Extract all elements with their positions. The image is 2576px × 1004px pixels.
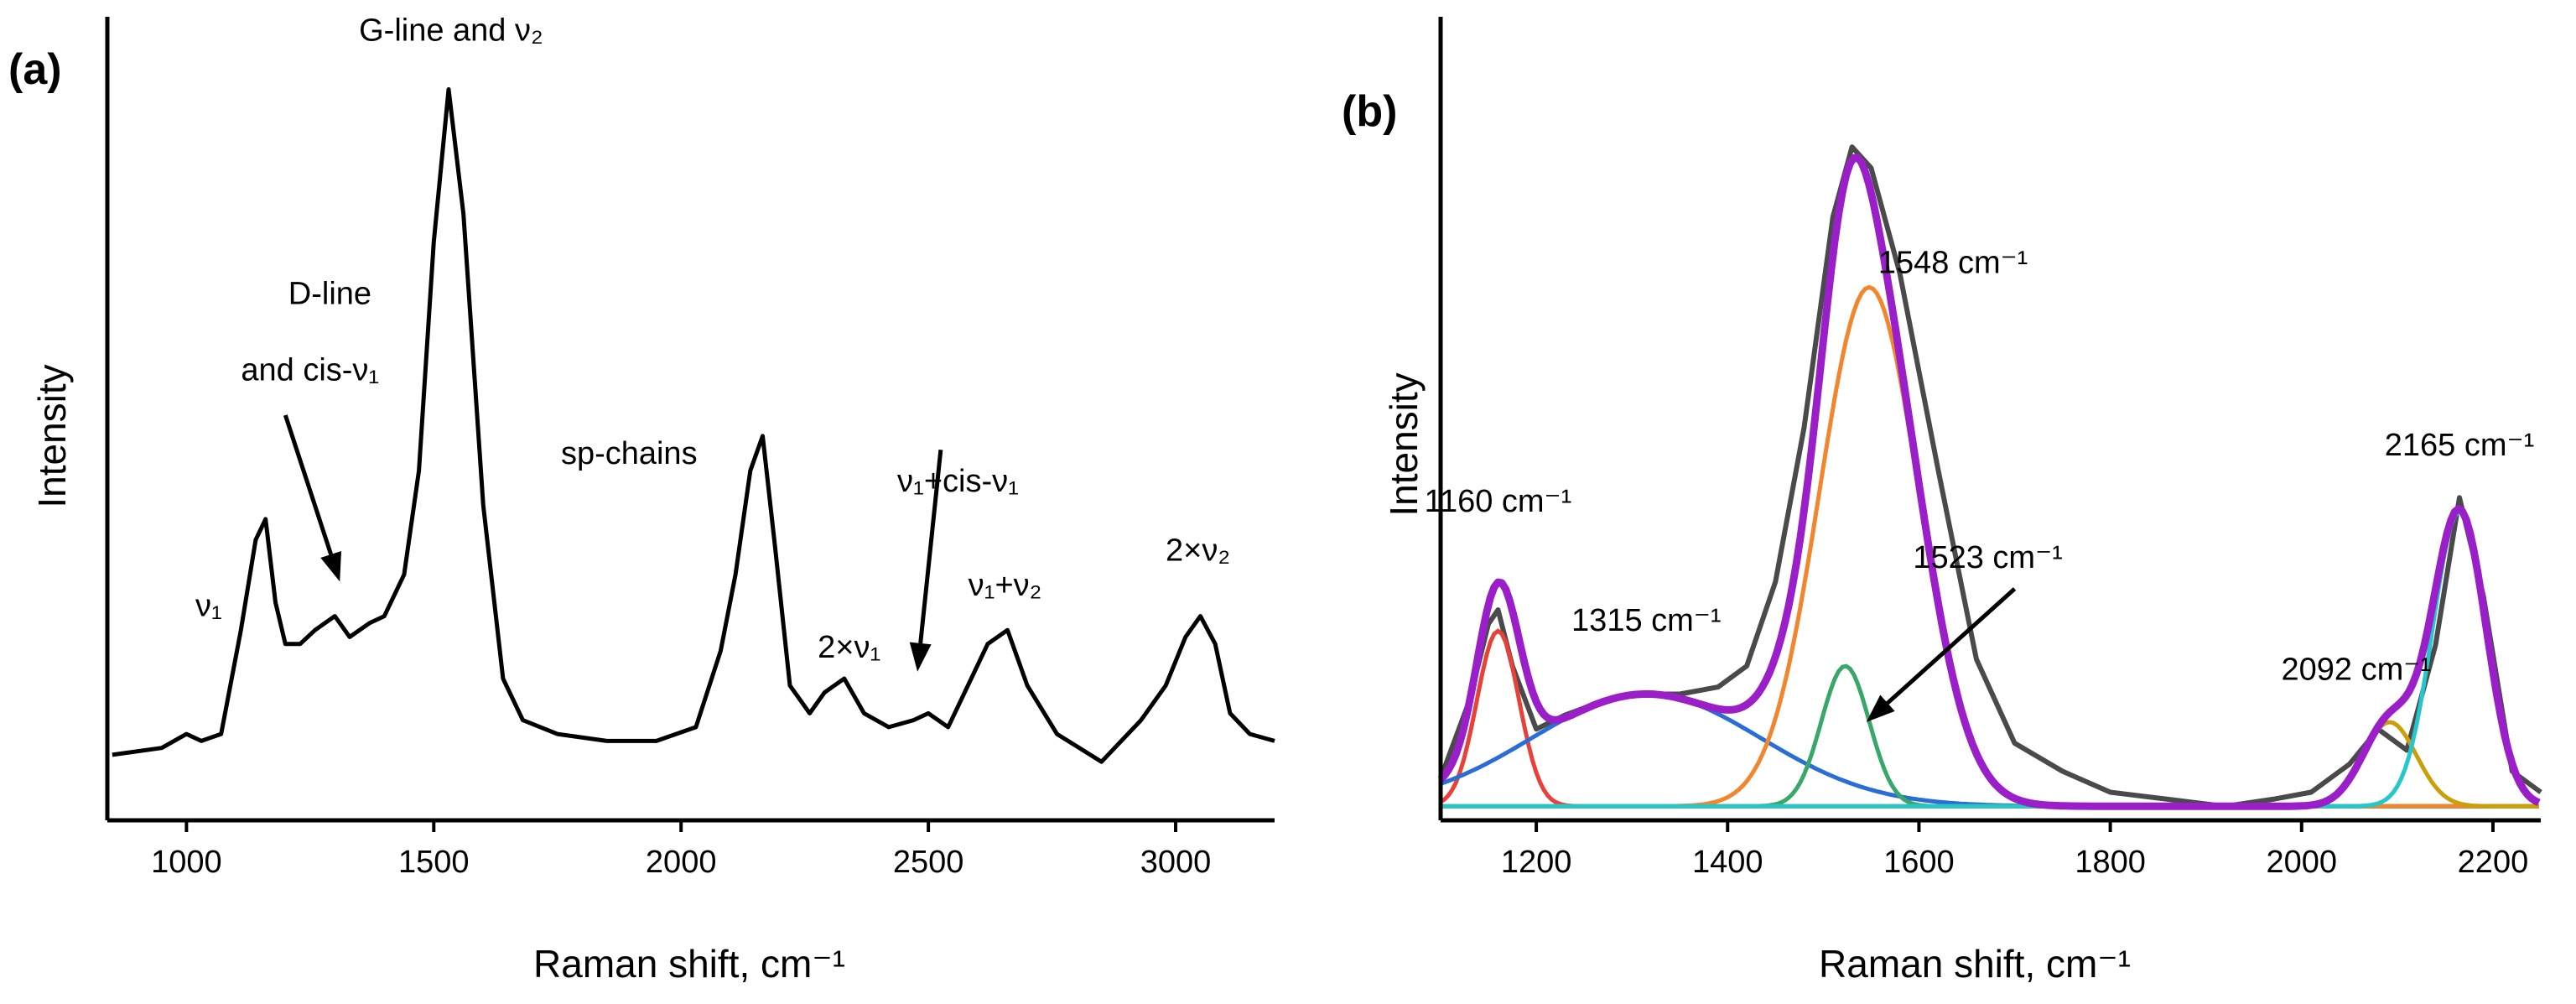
- annotation-a: ν₁: [195, 589, 222, 624]
- annotation-a: and cis-ν₁: [241, 353, 379, 388]
- annotation-a: ν₁+ν₂: [969, 568, 1042, 603]
- panel-a-label: (a): [8, 45, 62, 94]
- annotation-a: ν₁+cis-ν₁: [897, 464, 1019, 499]
- arrow-head-a: [909, 642, 932, 672]
- x-axis-title-a: Raman shift, cm⁻¹: [533, 942, 845, 986]
- plot-a-area: ν₁ D-line and cis-ν₁ G-line and ν₂ sp-chains…: [112, 13, 1275, 764]
- fit-peak-line: [1440, 692, 2539, 809]
- axes-a: 1000 1500 2000 2500 3000: [105, 17, 1275, 880]
- peak-label: 1523 cm⁻¹: [1913, 540, 2062, 575]
- axes-b: 1200 1400 1600 1800 2000 2200: [1438, 17, 2541, 880]
- x-tick-label-b: 1600: [1883, 845, 1955, 880]
- plot-b-area: 1160 cm⁻¹ 1315 cm⁻¹ 1523 cm⁻¹ 1548 cm⁻¹ 2092…: [1425, 144, 2542, 810]
- annotation-a: G-line and ν₂: [359, 13, 543, 49]
- y-axis-title-b: Intensity: [1382, 372, 1426, 516]
- y-axis-title-a: Intensity: [30, 364, 74, 507]
- arrow-head-a: [320, 550, 342, 582]
- x-tick-label-b: 2200: [2458, 845, 2529, 880]
- peak-label: 1160 cm⁻¹: [1425, 484, 1572, 519]
- annotation-a: D-line: [288, 277, 371, 312]
- annotation-a: sp-chains: [561, 436, 698, 471]
- x-tick-label-b: 1400: [1692, 845, 1763, 880]
- x-tick-label-a: 1000: [151, 845, 222, 880]
- panel-b-label: (b): [1342, 87, 1397, 136]
- x-axis-title-b: Raman shift, cm⁻¹: [1819, 942, 2131, 986]
- panel-b: (b) 1160 cm⁻¹ 1315 cm⁻¹ 1523 cm⁻¹ 1548 cm⁻¹…: [1342, 17, 2542, 986]
- x-tick-label-a: 2000: [646, 845, 717, 880]
- x-tick-label-b: 1800: [2075, 845, 2146, 880]
- spectrum-line-a: [112, 87, 1275, 764]
- x-tick-label-b: 1200: [1501, 845, 1572, 880]
- peak-label: 2165 cm⁻¹: [2385, 428, 2534, 463]
- arrow-head-b: [1866, 694, 1895, 722]
- x-tick-label-a: 1500: [398, 845, 470, 880]
- arrow-b: [1886, 587, 2017, 705]
- annotation-a: 2×ν₁: [818, 630, 880, 665]
- cumulative-fit-line: [1437, 153, 2541, 810]
- fit-peak-line: [1441, 509, 2540, 809]
- panel-a: (a) ν₁ D-line and cis-ν₁ G-line and ν₂ sp-ch…: [8, 13, 1275, 986]
- peak-label: 2092 cm⁻¹: [2282, 653, 2431, 688]
- peak-label: 1315 cm⁻¹: [1571, 603, 1721, 638]
- arrow-a: [283, 414, 334, 555]
- x-tick-label-a: 2500: [893, 845, 964, 880]
- peak-label: 1548 cm⁻¹: [1878, 246, 2028, 281]
- x-tick-label-a: 3000: [1140, 845, 1212, 880]
- annotation-a: 2×ν₂: [1166, 533, 1230, 569]
- arrow-a: [918, 450, 943, 644]
- x-tick-label-b: 2000: [2267, 845, 2338, 880]
